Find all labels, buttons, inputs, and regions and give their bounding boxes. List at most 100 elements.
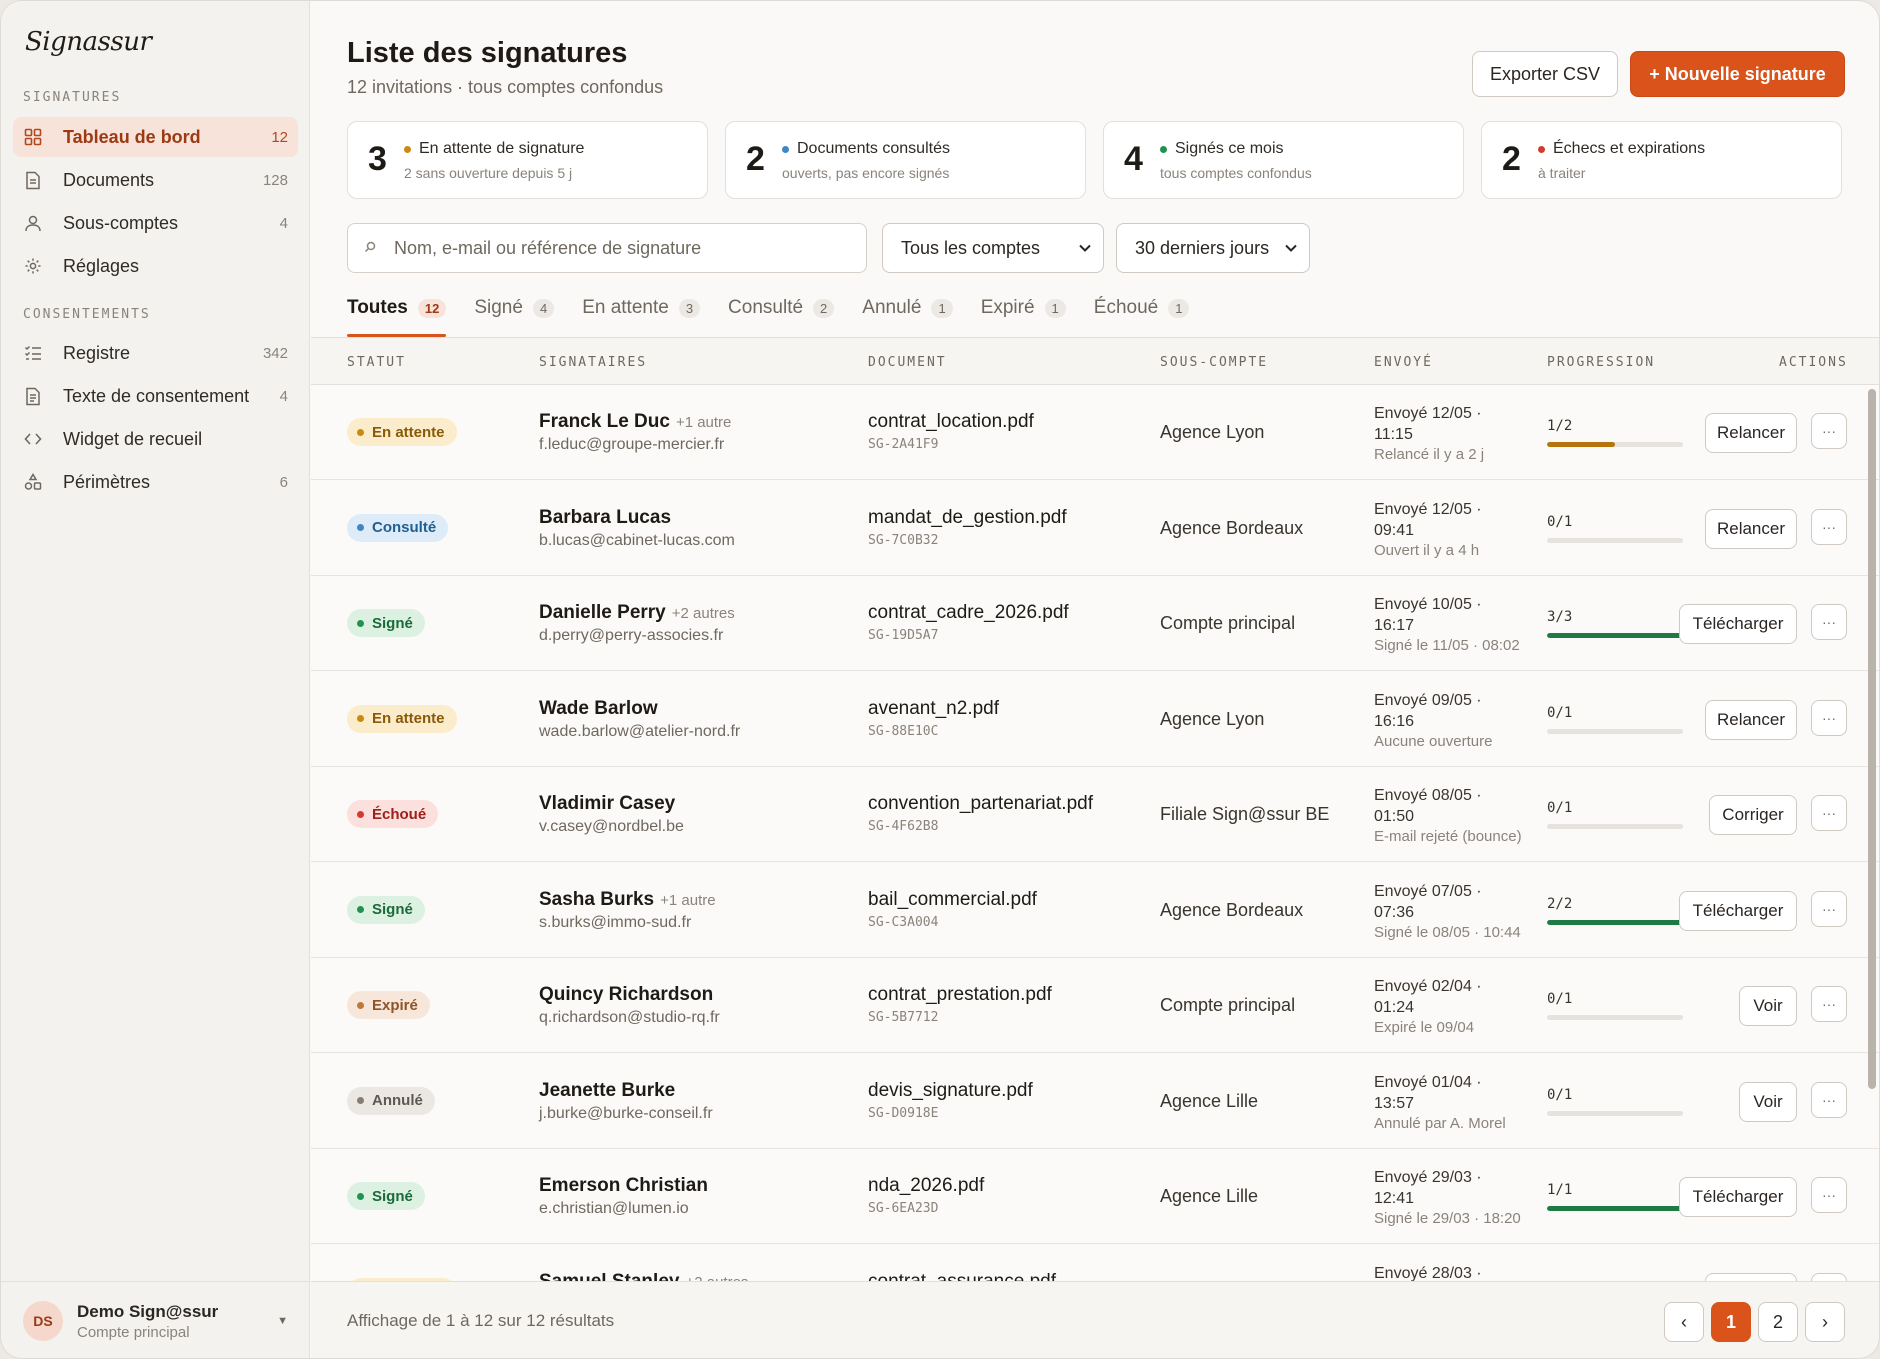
tab-all[interactable]: Toutes 12: [347, 291, 447, 337]
shapes-icon: [23, 472, 43, 492]
row-action-button[interactable]: Relancer: [1705, 1272, 1797, 1281]
tab-pending[interactable]: En attente 3: [582, 291, 701, 337]
row-action-button[interactable]: Corriger: [1709, 795, 1797, 835]
signer-email: wade.barlow@atelier-nord.fr: [539, 722, 741, 740]
progress-label: 0/1: [1547, 704, 1573, 721]
sidebar-item-consent-text[interactable]: Texte de consentement 4: [13, 376, 298, 416]
row-action-button[interactable]: Voir: [1739, 1081, 1797, 1122]
document-name[interactable]: convention_partenariat.pdf: [868, 793, 1093, 814]
tab-label: Signé: [474, 297, 523, 318]
sidebar-item-count: 4: [279, 387, 288, 405]
status-dot: [357, 524, 364, 531]
more-options-icon[interactable]: ···: [1811, 413, 1847, 449]
table-row[interactable]: Expiré Quincy Richardson q.richardson@stud…: [311, 958, 1879, 1053]
stat-description: ouverts, pas encore signés: [782, 165, 950, 181]
stat-description: 2 sans ouverture depuis 5 j: [404, 165, 573, 181]
table-row[interactable]: Signé Emerson Christian e.christian@lumen.…: [311, 1149, 1879, 1244]
status-badge: En attente: [347, 1277, 457, 1281]
document-name[interactable]: mandat_de_gestion.pdf: [868, 506, 1067, 528]
progress-fill: [1547, 633, 1683, 638]
tab-failed[interactable]: Échoué 1: [1094, 291, 1190, 337]
pagination-page-1[interactable]: 1: [1711, 1302, 1751, 1342]
table-row[interactable]: En attente Samuel Stanley +2 autres contrat…: [311, 1244, 1879, 1282]
export-csv-button[interactable]: Exporter CSV: [1472, 51, 1618, 97]
stat-card-viewed[interactable]: 2 Documents consultés ouverts, pas encor…: [725, 121, 1086, 199]
sidebar-item-dashboard[interactable]: Tableau de bord 12: [13, 117, 298, 157]
sidebar-item-sub-accounts[interactable]: Sous-comptes 4: [13, 203, 298, 243]
tab-signed[interactable]: Signé 4: [474, 291, 555, 337]
table-row[interactable]: Consulté Barbara Lucas b.lucas@cabinet-luc…: [311, 480, 1879, 576]
more-options-icon[interactable]: ···: [1811, 795, 1847, 831]
document-reference: SG-D0918E: [868, 1105, 939, 1121]
tab-viewed[interactable]: Consulté 2: [728, 291, 835, 337]
table-row[interactable]: En attente Wade Barlow wade.barlow@atelier…: [311, 671, 1879, 767]
sub-account: Agence Bordeaux: [1160, 517, 1304, 538]
more-options-icon[interactable]: ···: [1811, 1177, 1847, 1213]
new-signature-button[interactable]: + Nouvelle signature: [1630, 51, 1845, 97]
column-header-status: STATUT: [347, 355, 406, 370]
search-input[interactable]: [394, 237, 854, 259]
stat-card-failures[interactable]: 2 Échecs et expirations à traiter: [1481, 121, 1842, 199]
column-header-sub-account: SOUS-COMPTE: [1160, 355, 1269, 370]
progress-label: 0/1: [1547, 991, 1573, 1007]
dashboard-icon: [23, 127, 43, 147]
sent-date: Envoyé 09/05 · 16:16: [1374, 691, 1482, 730]
document-reference: SG-5B7712: [868, 1010, 939, 1025]
table-row[interactable]: Signé Danielle Perry +2 autres d.perry@perr…: [311, 576, 1879, 671]
table-scrollbar[interactable]: [1868, 389, 1876, 1089]
more-options-icon[interactable]: ···: [1811, 1272, 1847, 1281]
status-badge: Annulé: [347, 1086, 435, 1115]
pagination-next-button[interactable]: ›: [1805, 1302, 1845, 1342]
more-options-icon[interactable]: ···: [1811, 890, 1847, 927]
row-action-button[interactable]: Relancer: [1705, 699, 1797, 740]
document-name[interactable]: contrat_prestation.pdf: [868, 984, 1052, 1005]
period-filter-select[interactable]: 30 derniers jours: [1116, 223, 1310, 273]
table-row[interactable]: Échoué Vladimir Casey v.casey@nordbel.be co…: [311, 767, 1879, 862]
document-name[interactable]: avenant_n2.pdf: [868, 697, 1000, 719]
sidebar-item-documents[interactable]: Documents 128: [13, 160, 298, 200]
user-menu[interactable]: DS Demo Sign@ssur Compte principal ▼: [1, 1281, 310, 1358]
sent-note: Aucune ouverture: [1374, 732, 1493, 750]
account-filter-select[interactable]: Tous les comptes: [882, 223, 1104, 273]
stat-card-pending[interactable]: 3 En attente de signature 2 sans ouvertu…: [347, 121, 708, 199]
row-action-button[interactable]: Relancer: [1705, 508, 1797, 549]
document-name[interactable]: bail_commercial.pdf: [868, 888, 1037, 910]
more-options-icon[interactable]: ···: [1811, 699, 1847, 736]
stat-title: Signés ce mois: [1175, 140, 1284, 157]
row-action-button[interactable]: Relancer: [1705, 413, 1797, 453]
document-name[interactable]: devis_signature.pdf: [868, 1079, 1033, 1101]
tab-expired[interactable]: Expiré 1: [981, 291, 1066, 337]
sidebar-item-settings[interactable]: Réglages: [13, 246, 298, 286]
more-options-icon[interactable]: ···: [1811, 604, 1847, 640]
more-options-icon[interactable]: ···: [1811, 1081, 1847, 1118]
sidebar-item-widget[interactable]: Widget de recueil: [13, 419, 298, 459]
table-row[interactable]: Annulé Jeanette Burke j.burke@burke-consei…: [311, 1053, 1879, 1149]
more-options-icon[interactable]: ···: [1811, 986, 1847, 1022]
document-name[interactable]: contrat_location.pdf: [868, 411, 1034, 432]
pagination-page-2[interactable]: 2: [1758, 1302, 1798, 1342]
sent-date: Envoyé 08/05 · 01:50: [1374, 787, 1482, 825]
sidebar-item-perimeters[interactable]: Périmètres 6: [13, 462, 298, 502]
results-summary: Affichage de 1 à 12 sur 12 résultats: [347, 1311, 615, 1330]
progress-bar: [1547, 1206, 1683, 1211]
row-action-button[interactable]: Télécharger: [1679, 604, 1797, 644]
row-action-button[interactable]: Télécharger: [1679, 1177, 1797, 1217]
pagination-prev-button[interactable]: ‹: [1664, 1302, 1704, 1342]
tab-count: 1: [931, 299, 953, 318]
stat-value: 4: [1124, 140, 1143, 178]
progress-fill: [1547, 442, 1615, 447]
more-options-icon[interactable]: ···: [1811, 508, 1847, 545]
document-reference: SG-4F62B8: [868, 819, 939, 834]
status-dot: [357, 810, 364, 818]
document-name[interactable]: contrat_assurance.pdf: [868, 1270, 1057, 1282]
document-name[interactable]: contrat_cadre_2026.pdf: [868, 602, 1069, 623]
table-row[interactable]: Signé Sasha Burks +1 autre s.burks@immo-sud…: [311, 862, 1879, 958]
sidebar-item-registry[interactable]: Registre 342: [13, 333, 298, 373]
document-name[interactable]: nda_2026.pdf: [868, 1175, 985, 1196]
stat-card-signed[interactable]: 4 Signés ce mois tous comptes confondus: [1103, 121, 1464, 199]
tab-cancelled[interactable]: Annulé 1: [862, 291, 953, 337]
table-row[interactable]: En attente Franck Le Duc +1 autre f.leduc@g…: [311, 385, 1879, 480]
row-action-button[interactable]: Télécharger: [1679, 890, 1797, 931]
row-action-button[interactable]: Voir: [1739, 986, 1797, 1026]
document-text-icon: [23, 386, 43, 406]
